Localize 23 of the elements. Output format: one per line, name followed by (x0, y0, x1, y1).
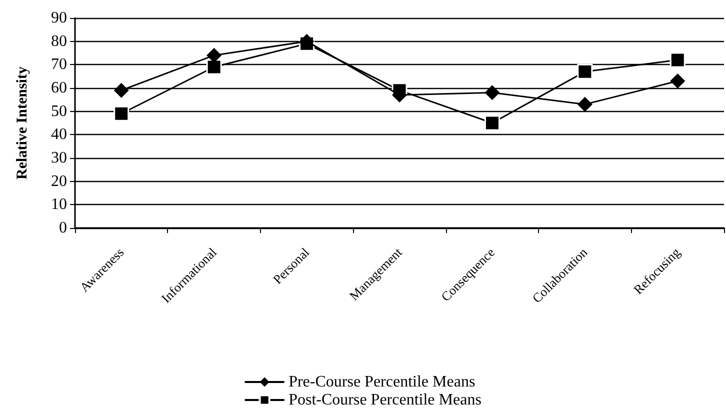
point (670, 52, 686, 68)
point (577, 96, 592, 112)
y-tick-label: 80 (51, 32, 67, 50)
point (484, 115, 500, 131)
point (114, 106, 130, 122)
y-axis-title: Relative Intensity (14, 66, 30, 180)
point (206, 48, 222, 63)
point (484, 85, 500, 100)
y-tick-label: 40 (51, 126, 67, 144)
y-tick-label: 60 (51, 80, 67, 96)
y-tick-label: 0 (59, 220, 67, 236)
y-tick-label: 50 (51, 102, 67, 120)
y-tick-label: 20 (51, 172, 67, 190)
point (206, 59, 222, 75)
y-tick-label: 30 (51, 150, 67, 166)
y-tick-label: 90 (51, 10, 67, 26)
point (114, 82, 129, 98)
point (670, 74, 686, 88)
legend-label: Pre-Course Percentile Means (288, 374, 476, 390)
y-tick-label: 10 (51, 196, 67, 214)
y-tick-label: 70 (51, 56, 67, 74)
legend-label: Post-Course Percentile Means (288, 392, 482, 408)
point (577, 64, 593, 80)
